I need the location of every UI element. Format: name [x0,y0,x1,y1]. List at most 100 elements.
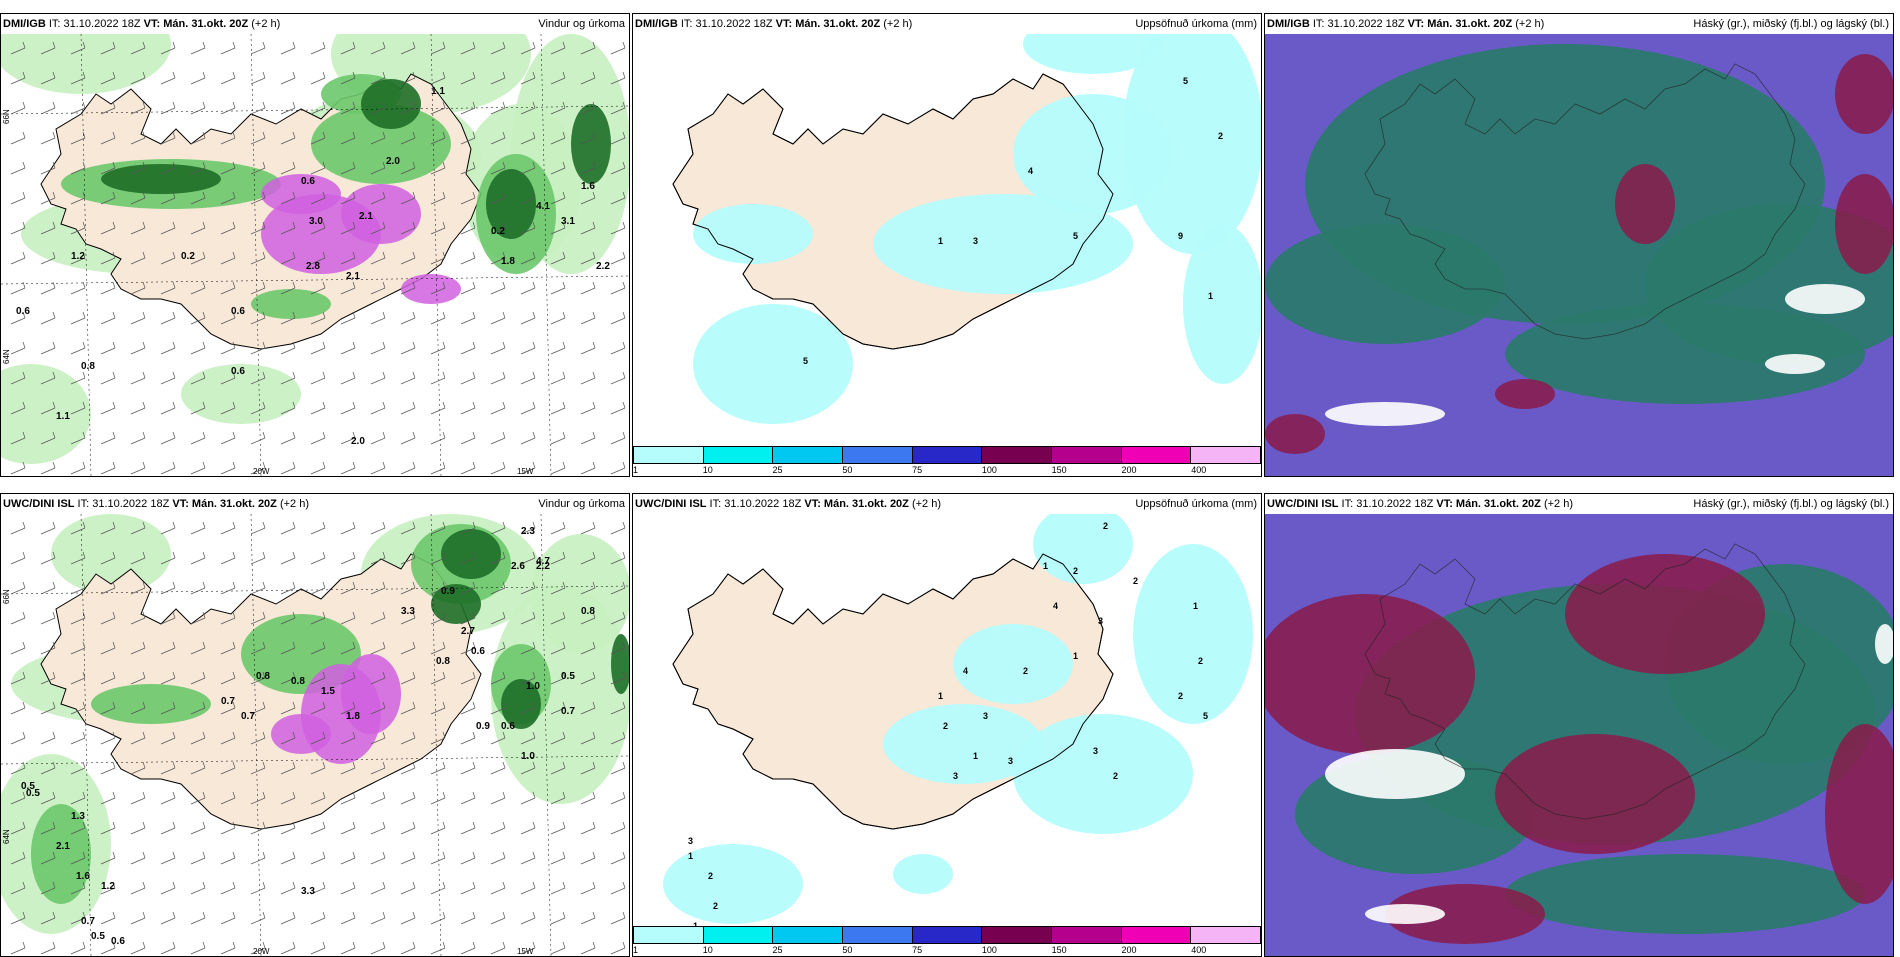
wind-barb [160,131,176,145]
wind-barb [220,731,236,745]
colorbar-tick: 25 [772,945,783,955]
wind-barb [490,461,506,475]
wind-barb [490,401,506,415]
wind-barb [400,311,416,325]
wind-barb [10,371,26,385]
wind-barb [610,461,626,475]
precip-area [571,104,611,184]
wind-barb [370,791,386,805]
value-label: 1 [688,851,693,861]
value-label: 0.6 [501,721,515,732]
wind-barb [460,821,476,835]
wind-barb [400,521,416,535]
cloud-high [1505,854,1865,934]
wind-barb [550,641,566,655]
precip-area [531,534,629,654]
wind-barb [340,581,356,595]
wind-barb [580,821,596,835]
colorbar-swatch [1191,927,1261,943]
wind-barb [100,431,116,445]
wind-barb [190,521,206,535]
wind-barb [490,191,506,205]
wind-barb [610,341,626,355]
wind-barb [430,371,446,385]
value-label: 9 [1178,231,1183,241]
precip-area [361,79,421,129]
wind-barb [310,191,326,205]
colorbar-swatch [982,447,1053,463]
map-area[interactable] [1265,34,1893,476]
value-label: 2 [1198,656,1203,666]
wind-barb [580,521,596,535]
wind-barb [550,281,566,295]
wind-barb [490,641,506,655]
wind-barb [340,881,356,895]
map-area[interactable]: 2 1 2 4 3 2 1 2 4 1 3 2 1 3 3 3 2 2 2 5 1 2 2 1 3 1 [633,514,1261,926]
wind-barb [160,611,176,625]
wind-barb [580,881,596,895]
wind-barb [370,371,386,385]
precip-area [341,654,401,734]
wind-barb [340,791,356,805]
map-area[interactable]: 66N 64N 20W 15W 2.3 2.2 2.6 4.7 0.9 2.7 0.6 0.8 3.3 0… [1,514,629,956]
wind-barb [250,731,266,745]
wind-barb [10,671,26,685]
wind-barb [100,611,116,625]
map-area[interactable]: 5 2 4 9 5 3 1 5 1 [633,34,1261,446]
wind-barb [430,401,446,415]
wind-barb [100,851,116,865]
value-label: 0.6 [471,646,485,657]
wind-barb [520,791,536,805]
value-label: 4 [1053,601,1058,611]
wind-barb [220,41,236,55]
wind-barb [580,401,596,415]
wind-barb [280,821,296,835]
wind-barb [370,401,386,415]
wind-barb [430,311,446,325]
wind-barb [310,851,326,865]
wind-barb [280,701,296,715]
wind-barb [100,581,116,595]
wind-barb [430,551,446,565]
wind-barb [130,371,146,385]
wind-barb [10,161,26,175]
wind-barb [550,701,566,715]
wind-barb [10,701,26,715]
wind-barb [340,281,356,295]
wind-barb [340,851,356,865]
clear-sky [1765,354,1825,374]
wind-barb [40,401,56,415]
wind-barb [130,341,146,355]
colorbar-swatch [703,447,774,463]
cloud-low [1615,164,1675,244]
wind-barb [400,71,416,85]
lead-time: (+2 h) [1540,498,1574,510]
wind-barb [70,461,86,475]
value-label: 3 [1098,616,1103,626]
wind-barb [190,401,206,415]
wind-barb [460,401,476,415]
wind-barb [610,311,626,325]
wind-barb [310,251,326,265]
wind-barb [520,101,536,115]
wind-barb [70,281,86,295]
map-area[interactable]: 66N 64N 20W 15W 1.1 2.0 0.6 3.0 2.1 2.8 2.1 0.6 0.2 1… [1,34,629,476]
accum-area [953,624,1073,704]
wind-barb [10,821,26,835]
wind-barb [460,911,476,925]
wind-barb [460,851,476,865]
cloud-low [1835,174,1893,274]
wind-barb [70,311,86,325]
wind-barb [310,341,326,355]
wind-barb [190,701,206,715]
wind-barb [580,701,596,715]
value-label: 0.8 [291,676,305,687]
map-area[interactable] [1265,514,1893,956]
wind-barb [160,401,176,415]
wind-barb [430,251,446,265]
wind-barb [580,311,596,325]
wind-barb [430,41,446,55]
value-label: 1.6 [581,181,595,192]
value-label: 1.5 [321,686,335,697]
wind-barb [310,881,326,895]
